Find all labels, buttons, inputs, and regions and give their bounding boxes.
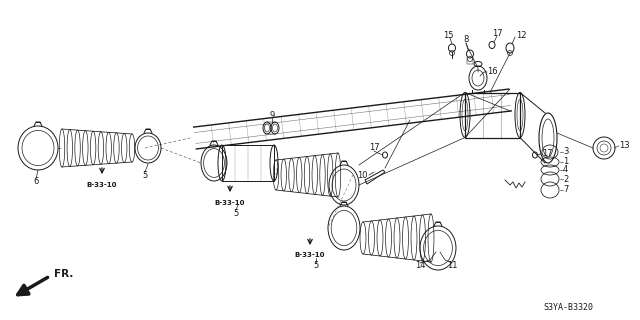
Text: 10: 10 [358,171,368,180]
Text: 6: 6 [33,178,38,187]
Text: 1: 1 [563,157,568,166]
Text: 13: 13 [619,140,630,149]
Text: 5: 5 [142,171,148,180]
Text: FR.: FR. [54,269,74,279]
Text: 17: 17 [542,148,552,157]
Text: 3: 3 [563,148,568,156]
Text: 11: 11 [447,261,457,270]
Text: B-33-10: B-33-10 [215,200,245,206]
Text: 5: 5 [234,209,239,218]
Text: B-33-10: B-33-10 [87,182,117,188]
Text: 12: 12 [516,30,527,39]
Text: 5: 5 [314,261,319,270]
Text: 17: 17 [492,28,502,37]
Text: 14: 14 [415,261,425,270]
Text: 4: 4 [563,165,568,174]
Text: S3YA-B3320: S3YA-B3320 [543,303,593,313]
Text: 7: 7 [563,186,568,195]
Text: 8: 8 [463,36,468,44]
Bar [465,92,520,138]
Text: 2: 2 [563,174,568,183]
Bar [222,145,274,181]
Text: 17: 17 [369,143,380,153]
Text: 9: 9 [269,110,275,119]
Text: 15: 15 [443,30,453,39]
Text: 16: 16 [487,68,498,76]
Text: B-33-10: B-33-10 [295,252,325,258]
